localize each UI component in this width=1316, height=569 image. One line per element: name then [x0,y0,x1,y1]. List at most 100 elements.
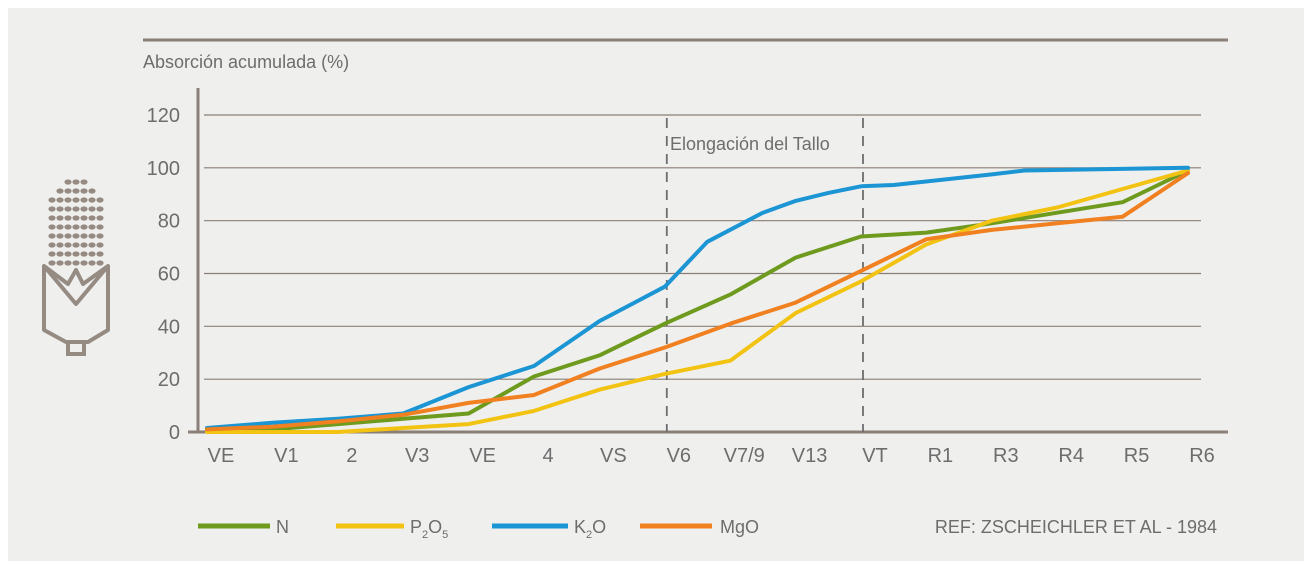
kernel [72,179,80,185]
x-tick-label: 2 [346,445,357,467]
x-tick-label: R4 [1058,445,1084,467]
series-line-n [205,168,1190,433]
kernel [96,215,104,221]
kernel [64,233,72,239]
kernel [88,251,96,257]
y-tick-label: 40 [158,316,180,338]
y-tick-label: 100 [147,158,180,180]
series-line-mgo [205,171,1190,432]
kernel [56,251,64,257]
kernel [80,260,88,266]
kernel [80,233,88,239]
x-tick-label: V1 [274,445,298,467]
kernel [88,197,96,203]
kernel [80,206,88,212]
kernel [64,188,72,194]
kernel [72,233,80,239]
kernel [96,260,104,266]
x-tick-label: R6 [1189,445,1215,467]
kernel [88,215,96,221]
kernel [48,251,56,257]
kernel [96,197,104,203]
kernel [72,251,80,257]
kernel [48,260,56,266]
x-tick-label: VS [600,445,627,467]
x-tick-label: R5 [1124,445,1150,467]
y-tick-label: 120 [147,105,180,127]
kernel [88,233,96,239]
kernel [88,260,96,266]
kernel [48,215,56,221]
y-tick-label: 0 [169,422,180,444]
x-tick-label: V13 [792,445,828,467]
kernel [48,242,56,248]
reference-note: REF: ZSCHEICHLER ET AL - 1984 [935,517,1217,537]
kernel [64,224,72,230]
legend: N P2O5 K2O MgO [198,517,759,541]
kernel [88,188,96,194]
kernel [72,197,80,203]
kernel [64,206,72,212]
chart: Absorción acumulada (%) 020406080100120 … [42,38,1228,541]
corn-icon [42,179,110,356]
kernel [96,206,104,212]
kernel [80,242,88,248]
y-tick-label: 80 [158,211,180,233]
annotation-label: Elongación del Tallo [670,134,830,154]
kernel [48,224,56,230]
x-tick-label: V7/9 [724,445,765,467]
x-tick-label: R3 [993,445,1019,467]
chart-panel: Absorción acumulada (%) 0 20 40 60 80 100 120 … [8,8,1304,561]
series-line-k2o [205,165,1190,430]
kernel [96,251,104,257]
kernel [96,233,104,239]
kernel [72,260,80,266]
kernel [64,179,72,185]
x-tick-label: R1 [928,445,954,467]
legend-label-p2o5: P2O5 [410,517,448,541]
kernel [56,242,64,248]
kernel [72,206,80,212]
kernel [48,206,56,212]
kernel [64,215,72,221]
y-tick-label: 60 [158,264,180,286]
kernel [72,242,80,248]
kernel [96,224,104,230]
y-tick-labels: 0 20 40 60 80 100 120 [147,105,180,444]
kernel [72,215,80,221]
kernel [72,188,80,194]
kernel [56,233,64,239]
kernel [56,215,64,221]
kernel [56,206,64,212]
kernel [48,233,56,239]
legend-label-k2o: K2O [574,517,606,541]
kernel [64,251,72,257]
kernel [80,224,88,230]
x-tick-label: 4 [542,445,553,467]
kernel [48,197,56,203]
kernel [56,197,64,203]
kernel [64,242,72,248]
x-tick-label: V3 [405,445,429,467]
kernel [80,179,88,185]
kernel [88,242,96,248]
kernel [96,242,104,248]
kernel [64,197,72,203]
legend-label-n: N [276,517,289,537]
x-tick-label: V6 [667,445,691,467]
x-tick-labels: VE V1 2 V3 VE 4 VS V6 V7/9 V13 VT R1 R3 R4 R5 R6 [208,445,1215,467]
x-tick-label: VE [208,445,235,467]
x-tick-label: VT [862,445,888,467]
kernel [56,224,64,230]
kernel [88,206,96,212]
kernel [64,260,72,266]
legend-label-mgo: MgO [720,517,759,537]
x-tick-label: VE [469,445,496,467]
stem-elongation-annotation: Elongación del Tallo [665,118,864,432]
y-axis-title: Absorción acumulada (%) [143,52,349,72]
kernel [80,188,88,194]
kernel [72,224,80,230]
kernel [80,197,88,203]
y-tick-label: 20 [158,369,180,391]
series-lines [205,165,1190,434]
